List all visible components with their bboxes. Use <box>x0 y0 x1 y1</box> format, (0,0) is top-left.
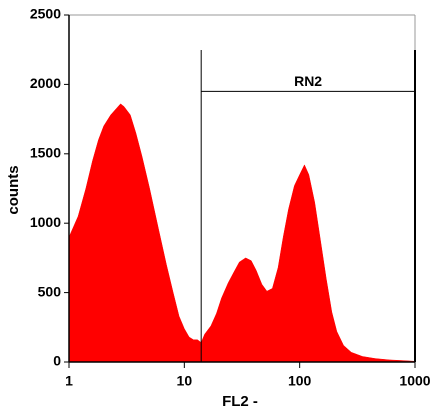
y-tick-label: 500 <box>38 283 62 299</box>
y-axis-title: counts <box>5 165 22 214</box>
x-tick-label: 1000 <box>399 373 430 389</box>
x-tick-label: 100 <box>288 373 312 389</box>
y-tick-label: 0 <box>53 353 61 369</box>
y-tick-label: 1000 <box>30 214 61 230</box>
x-axis-title: FL2 - <box>222 393 258 410</box>
histogram-area <box>68 103 416 363</box>
gate-label: RN2 <box>294 73 322 89</box>
x-tick-label: 10 <box>177 373 193 389</box>
x-tick-label: 1 <box>65 373 73 389</box>
y-tick-label: 1500 <box>30 145 61 161</box>
y-tick-label: 2000 <box>30 75 61 91</box>
y-tick-label: 2500 <box>30 6 61 22</box>
